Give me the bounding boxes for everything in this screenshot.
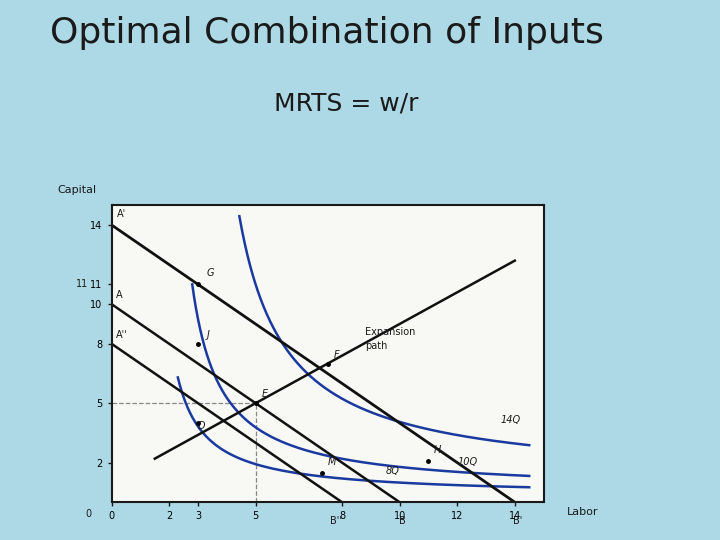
Text: 10Q: 10Q xyxy=(457,457,477,467)
Text: Labor: Labor xyxy=(567,507,598,517)
Text: B'': B'' xyxy=(330,516,342,526)
Text: A: A xyxy=(116,290,122,300)
Text: B': B' xyxy=(513,516,522,526)
Text: 8Q: 8Q xyxy=(385,467,399,476)
Text: J: J xyxy=(207,330,210,340)
Text: G: G xyxy=(207,268,214,279)
Text: H: H xyxy=(434,444,441,455)
Text: D: D xyxy=(198,421,205,431)
Text: 14Q: 14Q xyxy=(500,415,521,425)
Text: A': A' xyxy=(117,209,127,219)
Text: path: path xyxy=(365,341,387,351)
Text: Capital: Capital xyxy=(58,185,96,195)
Text: Expansion: Expansion xyxy=(365,327,415,337)
Text: MRTS = w/r: MRTS = w/r xyxy=(274,92,418,116)
Text: B: B xyxy=(399,516,406,526)
Text: M: M xyxy=(328,456,336,467)
Text: 11: 11 xyxy=(76,279,89,289)
Text: A'': A'' xyxy=(116,330,127,340)
Text: E: E xyxy=(261,389,268,399)
Text: F: F xyxy=(333,349,339,360)
Text: 0: 0 xyxy=(86,509,91,519)
Text: Optimal Combination of Inputs: Optimal Combination of Inputs xyxy=(50,16,604,50)
